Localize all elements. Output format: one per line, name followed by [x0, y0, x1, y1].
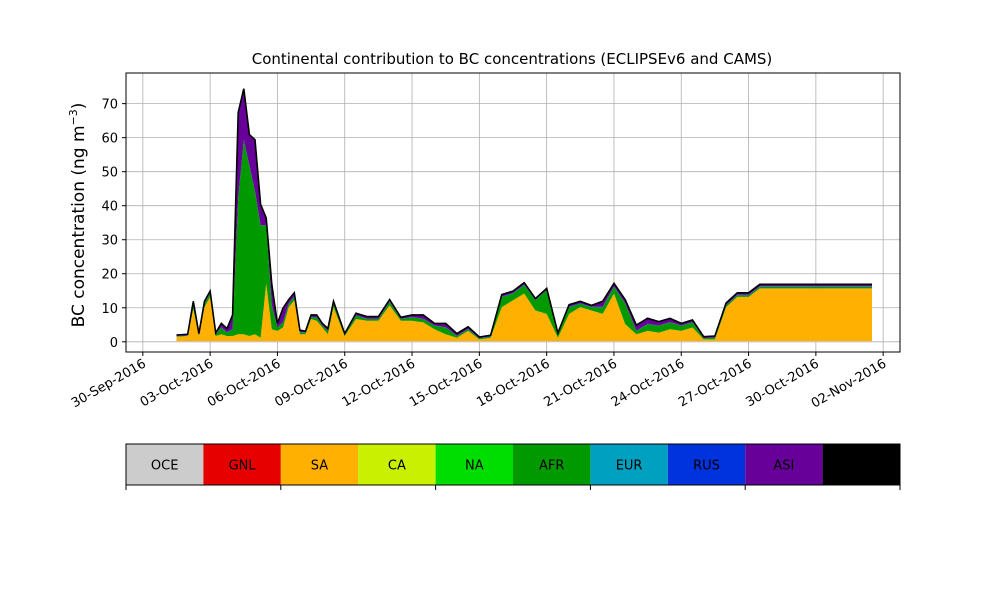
- x-tick-label: 27-Oct-2016: [676, 356, 754, 410]
- x-tick-label: 03-Oct-2016: [138, 356, 216, 410]
- x-tick-label: 18-Oct-2016: [474, 356, 552, 410]
- y-tick-label: 40: [101, 200, 118, 215]
- area-afr: [176, 140, 872, 340]
- x-axis-ticks: 30-Sep-201603-Oct-201606-Oct-201609-Oct-…: [69, 352, 889, 411]
- y-axis-label-main: BC concentration (ng m: [69, 125, 89, 327]
- legend-label-gnl: GNL: [229, 459, 257, 474]
- legend-swatch-rus: [667, 444, 746, 485]
- area-oce: [176, 341, 872, 342]
- legend-swatch-sa: [280, 444, 359, 485]
- legend-label-oce: OCE: [151, 459, 179, 474]
- plot-frame: [125, 72, 901, 353]
- y-axis-ticks: 0 10 20 30 40 50 60 70: [101, 98, 126, 351]
- x-tick-label: 24-Oct-2016: [609, 356, 687, 410]
- y-axis-label: BC concentration (ng m−3): [67, 103, 89, 328]
- chart-title: Continental contribution to BC concentra…: [252, 50, 773, 68]
- legend-swatch-oce: [126, 444, 204, 485]
- total-outline: [176, 88, 872, 338]
- legend-label-asi: ASI: [773, 459, 794, 474]
- area-asi: [176, 89, 872, 339]
- x-tick-label: 30-Sep-2016: [69, 356, 149, 411]
- y-tick-label: 60: [101, 132, 118, 147]
- y-tick-label: 30: [101, 234, 118, 249]
- plot-border: [125, 72, 901, 353]
- x-tick-label: 15-Oct-2016: [407, 356, 485, 410]
- y-axis-label-exponent: −3: [67, 109, 80, 125]
- x-tick-label: 12-Oct-2016: [340, 356, 418, 410]
- stacked-areas: [176, 88, 872, 342]
- legend-label-ca: CA: [388, 459, 406, 474]
- legend-swatch-gnl: [203, 444, 281, 485]
- x-tick-label: 09-Oct-2016: [272, 356, 350, 410]
- legend-colorbar: OCE GNL SA CA NA AFR EUR RUS ASI AUS: [125, 443, 901, 490]
- y-tick-label: 70: [101, 98, 118, 113]
- x-tick-label: 21-Oct-2016: [542, 356, 620, 410]
- legend-label-rus: RUS: [693, 459, 720, 474]
- y-tick-label: 50: [101, 166, 118, 181]
- legend-label-sa: SA: [311, 459, 328, 474]
- area-sa: [176, 283, 872, 342]
- legend-label-afr: AFR: [539, 459, 564, 474]
- y-tick-label: 20: [101, 268, 118, 283]
- legend-swatch-asi: [745, 444, 823, 485]
- legend-swatch-afr: [513, 444, 591, 485]
- x-tick-label: 06-Oct-2016: [205, 356, 283, 410]
- y-axis-label-close: ): [69, 103, 89, 110]
- legend-swatch-na: [435, 444, 513, 485]
- legend-label-na: NA: [465, 459, 484, 474]
- legend-swatch-aus: [822, 444, 900, 485]
- legend-swatch-eur: [590, 444, 668, 485]
- x-tick-label: 02-Nov-2016: [809, 356, 889, 411]
- legend-label-aus: AUS: [848, 459, 875, 474]
- legend-swatch-ca: [358, 444, 436, 485]
- legend-label-eur: EUR: [616, 459, 643, 474]
- legend-border: [125, 443, 901, 486]
- y-tick-label: 0: [110, 336, 118, 351]
- y-tick-label: 10: [101, 302, 118, 317]
